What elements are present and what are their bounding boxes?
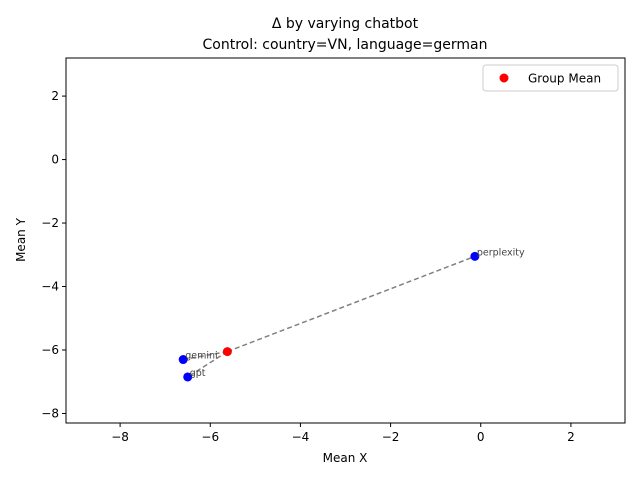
x-axis-label: Mean X	[323, 451, 368, 465]
group-mean-point	[222, 347, 232, 357]
point-label: gpt	[190, 368, 206, 379]
y-tick-label: −6	[41, 343, 59, 357]
y-tick-label: −2	[41, 216, 59, 230]
x-tick-label: 2	[567, 430, 575, 444]
legend-marker-group-mean	[499, 73, 509, 83]
data-point	[183, 372, 193, 382]
chart-title: Δ by varying chatbot	[272, 16, 419, 32]
chart-subtitle: Control: country=VN, language=german	[202, 37, 487, 53]
plot-area: −8 −6 −4 −2 0 2 −8 −6 −4 −2 0 2 gemini gpt perplexity	[41, 89, 574, 444]
y-tick-label: 0	[51, 153, 59, 167]
point-label: perplexity	[477, 247, 525, 258]
legend-label-group-mean: Group Mean	[528, 72, 601, 86]
x-tick-label: 0	[477, 430, 485, 444]
x-tick-label: −6	[201, 430, 219, 444]
y-tick-label: −4	[41, 280, 59, 294]
connector-line	[227, 255, 476, 353]
x-tick-label: −4	[292, 430, 310, 444]
y-tick-label: 2	[51, 89, 59, 103]
legend-box	[482, 64, 619, 92]
y-tick-label: −8	[41, 406, 59, 420]
legend: Group Mean	[482, 64, 619, 92]
x-tick-label: −8	[111, 430, 129, 444]
point-label: gemini	[185, 351, 217, 362]
y-axis-label: Mean Y	[14, 217, 28, 262]
x-tick-label: −2	[382, 430, 400, 444]
data-point	[178, 355, 188, 365]
plot-frame	[65, 57, 626, 424]
data-point	[470, 251, 480, 261]
